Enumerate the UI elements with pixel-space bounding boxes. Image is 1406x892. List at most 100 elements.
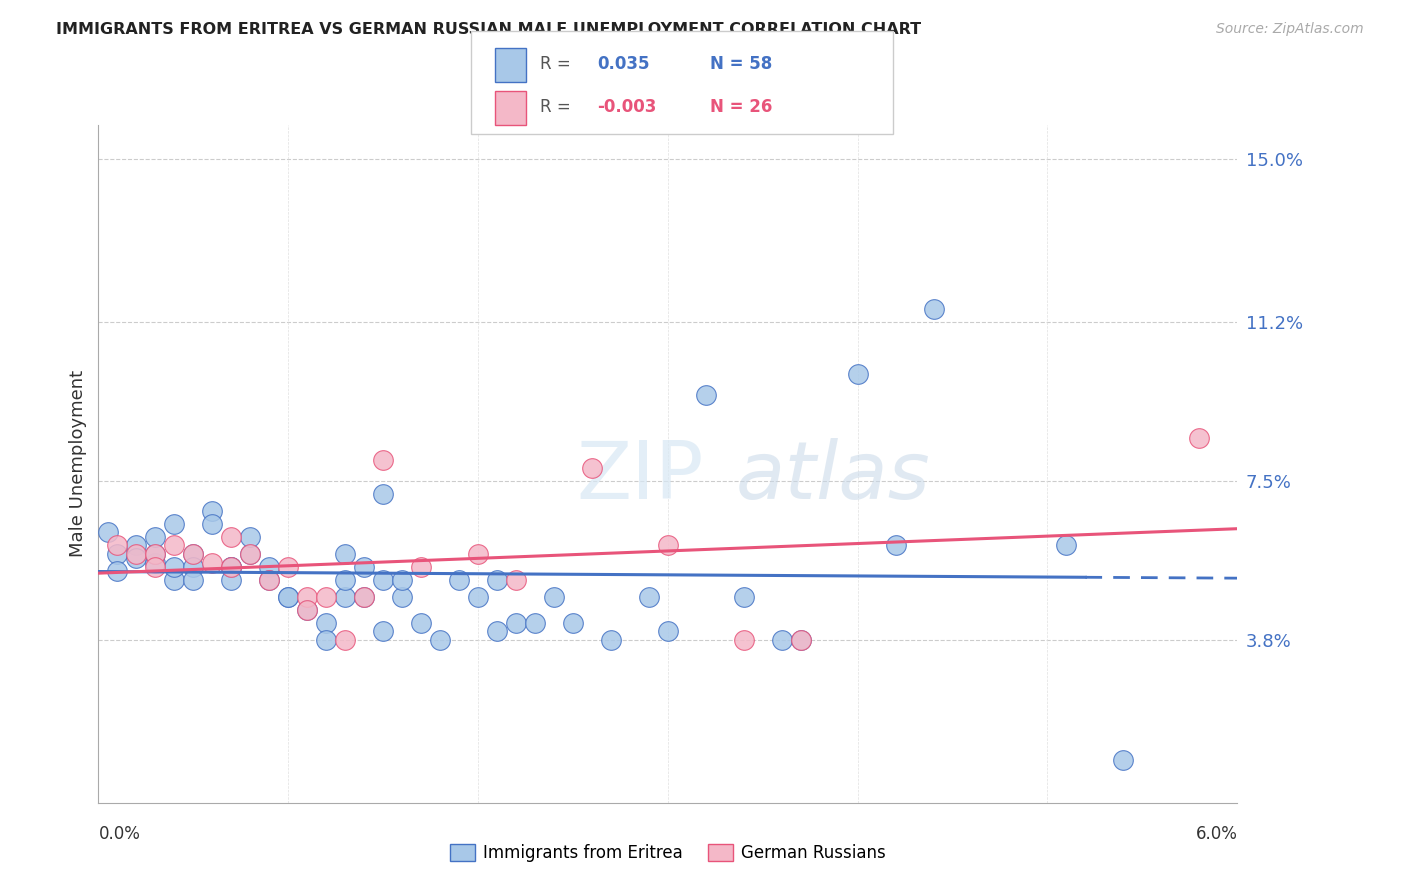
Point (543, 590, 565, 604)
Point (259, 573, 281, 587)
Point (353, 590, 375, 604)
Text: N = 26: N = 26 (710, 98, 772, 116)
Point (97, 525, 120, 540)
Point (277, 590, 299, 604)
Point (335, 632, 357, 647)
Point (107, 547, 129, 561)
Text: 6.0%: 6.0% (1195, 825, 1237, 843)
Point (145, 547, 167, 561)
Point (486, 573, 509, 587)
Point (163, 559, 186, 574)
Point (600, 632, 623, 647)
Point (371, 624, 394, 639)
Text: IMMIGRANTS FROM ERITREA VS GERMAN RUSSIAN MALE UNEMPLOYMENT CORRELATION CHART: IMMIGRANTS FROM ERITREA VS GERMAN RUSSIA… (56, 22, 921, 37)
Point (657, 538, 679, 552)
Point (657, 624, 679, 639)
Point (335, 590, 357, 604)
Point (1188, 431, 1211, 445)
Point (790, 632, 813, 647)
Point (277, 559, 299, 574)
Text: Source: ZipAtlas.com: Source: ZipAtlas.com (1216, 22, 1364, 37)
Point (391, 573, 413, 587)
Point (315, 590, 337, 604)
Point (145, 530, 167, 544)
Text: R =: R = (540, 98, 571, 116)
Point (221, 530, 243, 544)
Point (183, 547, 205, 561)
Point (107, 564, 129, 578)
Point (449, 573, 471, 587)
Point (353, 559, 375, 574)
Point (221, 559, 243, 574)
Point (183, 547, 205, 561)
Point (259, 573, 281, 587)
Text: R =: R = (540, 55, 571, 73)
Point (733, 590, 755, 604)
Point (770, 632, 793, 647)
Point (1056, 538, 1078, 552)
Point (297, 603, 319, 617)
Point (201, 516, 224, 531)
Text: ZIP: ZIP (576, 438, 704, 516)
Point (163, 516, 186, 531)
Point (884, 538, 907, 552)
Point (429, 632, 451, 647)
Point (125, 538, 148, 552)
Point (297, 590, 319, 604)
Point (411, 559, 433, 574)
Point (201, 556, 224, 570)
Point (486, 624, 509, 639)
Point (221, 559, 243, 574)
Point (315, 615, 337, 630)
Y-axis label: Male Unemployment: Male Unemployment (69, 370, 87, 558)
Point (183, 573, 205, 587)
Point (277, 590, 299, 604)
Text: atlas: atlas (737, 438, 931, 516)
Point (505, 615, 527, 630)
Point (163, 573, 186, 587)
Point (733, 632, 755, 647)
Point (107, 538, 129, 552)
Point (371, 573, 394, 587)
Point (145, 547, 167, 561)
Point (790, 632, 813, 647)
Point (221, 559, 243, 574)
Point (239, 530, 262, 544)
Point (239, 547, 262, 561)
Point (695, 388, 717, 402)
Point (221, 573, 243, 587)
Point (467, 590, 489, 604)
Text: 0.035: 0.035 (598, 55, 650, 73)
Point (581, 461, 603, 475)
Point (239, 547, 262, 561)
Point (259, 559, 281, 574)
Point (145, 556, 167, 570)
Point (125, 551, 148, 566)
Point (163, 538, 186, 552)
Point (562, 615, 585, 630)
Legend: Immigrants from Eritrea, German Russians: Immigrants from Eritrea, German Russians (443, 838, 893, 869)
Point (638, 590, 661, 604)
Point (353, 590, 375, 604)
Point (335, 573, 357, 587)
Point (846, 367, 869, 381)
Text: -0.003: -0.003 (598, 98, 657, 116)
Point (1112, 753, 1135, 767)
Point (467, 547, 489, 561)
Point (201, 504, 224, 518)
Text: 0.0%: 0.0% (98, 825, 141, 843)
Point (125, 547, 148, 561)
Point (505, 573, 527, 587)
Point (411, 615, 433, 630)
Point (371, 452, 394, 467)
Point (335, 547, 357, 561)
Point (315, 632, 337, 647)
Point (297, 603, 319, 617)
Point (371, 487, 394, 501)
Point (183, 559, 205, 574)
Text: N = 58: N = 58 (710, 55, 772, 73)
Point (524, 615, 547, 630)
Point (922, 302, 945, 317)
Point (145, 559, 167, 574)
Point (391, 590, 413, 604)
